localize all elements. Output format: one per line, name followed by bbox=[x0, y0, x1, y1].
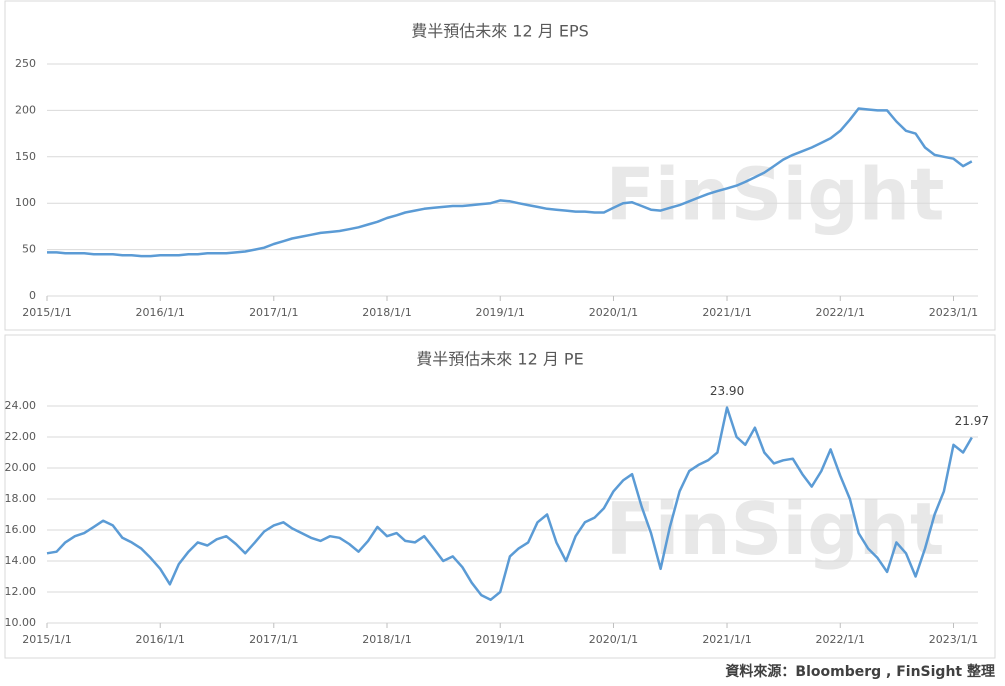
data-label: 21.97 bbox=[955, 414, 989, 428]
y-tick-label: 22.00 bbox=[5, 430, 37, 443]
x-tick-label: 2019/1/1 bbox=[476, 306, 525, 319]
x-tick-label: 2017/1/1 bbox=[249, 633, 298, 646]
x-tick-label: 2020/1/1 bbox=[589, 306, 638, 319]
y-tick-label: 14.00 bbox=[5, 554, 37, 567]
x-tick-label: 2023/1/1 bbox=[929, 633, 978, 646]
x-tick-label: 2020/1/1 bbox=[589, 633, 638, 646]
x-tick-label: 2018/1/1 bbox=[362, 306, 411, 319]
x-tick-label: 2023/1/1 bbox=[929, 306, 978, 319]
y-tick-label: 20.00 bbox=[5, 461, 37, 474]
x-tick-label: 2016/1/1 bbox=[136, 633, 185, 646]
x-tick-label: 2018/1/1 bbox=[362, 633, 411, 646]
y-tick-label: 24.00 bbox=[5, 399, 37, 412]
watermark: FinSight bbox=[606, 487, 945, 571]
x-tick-label: 2015/1/1 bbox=[22, 306, 71, 319]
x-tick-label: 2015/1/1 bbox=[22, 633, 71, 646]
x-tick-label: 2022/1/1 bbox=[816, 633, 865, 646]
y-tick-label: 10.00 bbox=[5, 616, 37, 629]
line bbox=[47, 107, 973, 258]
y-tick-label: 250 bbox=[15, 57, 36, 70]
panel bbox=[4, 0, 996, 331]
x-tick-label: 2019/1/1 bbox=[476, 633, 525, 646]
x-tick-label: 2016/1/1 bbox=[136, 306, 185, 319]
x-tick-label: 2021/1/1 bbox=[702, 633, 751, 646]
x-tick-label: 2017/1/1 bbox=[249, 306, 298, 319]
x-tick-label: 2022/1/1 bbox=[816, 306, 865, 319]
y-tick-label: 200 bbox=[15, 103, 36, 116]
source: 資料來源：Bloomberg , FinSight 整理 bbox=[725, 663, 995, 680]
y-tick-label: 12.00 bbox=[5, 585, 37, 598]
y-tick-label: 0 bbox=[29, 289, 36, 302]
y-tick-label: 50 bbox=[22, 243, 36, 256]
data-label: 23.90 bbox=[710, 384, 744, 398]
line bbox=[46, 406, 973, 602]
x-tick-label: 2021/1/1 bbox=[702, 306, 751, 319]
panel bbox=[4, 334, 996, 659]
y-tick-label: 150 bbox=[15, 150, 36, 163]
chart-title: 費半預估未來 12 月 PE bbox=[416, 350, 583, 369]
y-tick-label: 18.00 bbox=[5, 492, 37, 505]
chart-title: 費半預估未來 12 月 EPS bbox=[411, 22, 589, 41]
y-tick-label: 100 bbox=[15, 196, 36, 209]
y-tick-label: 16.00 bbox=[5, 523, 37, 536]
